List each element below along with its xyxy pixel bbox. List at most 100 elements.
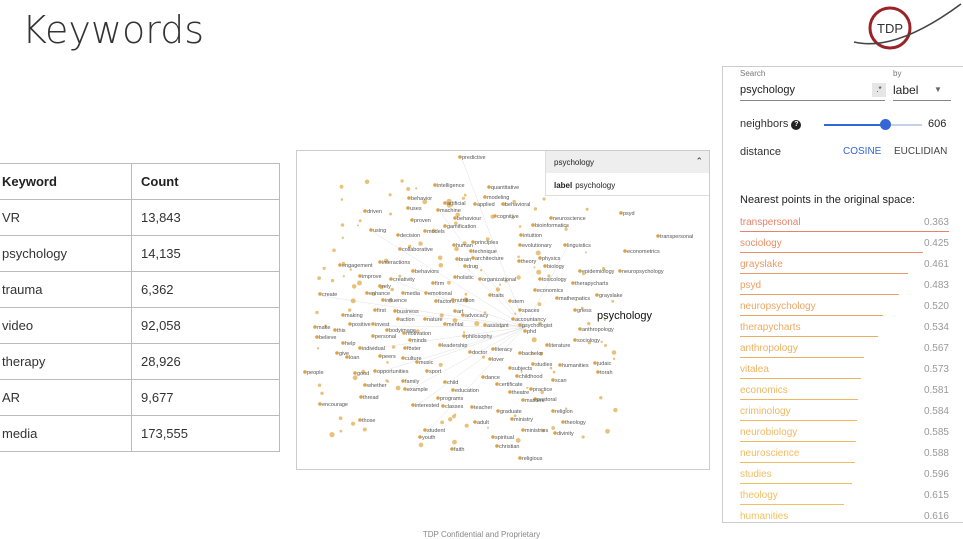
- scatter-point[interactable]: [317, 383, 322, 387]
- word-point[interactable]: [403, 387, 407, 391]
- word-point[interactable]: [508, 366, 512, 370]
- nearest-point-row[interactable]: anthropology 0.567: [740, 339, 949, 360]
- word-point[interactable]: [471, 256, 475, 260]
- word-point[interactable]: [411, 403, 415, 407]
- word-point[interactable]: [491, 435, 495, 439]
- nearest-point-name[interactable]: neurobiology: [740, 427, 798, 438]
- scatter-point[interactable]: [438, 263, 444, 268]
- word-point[interactable]: [452, 243, 456, 247]
- scatter-point[interactable]: [536, 269, 542, 275]
- scatter-point[interactable]: [357, 224, 359, 227]
- scatter-point[interactable]: [580, 306, 584, 310]
- word-point[interactable]: [401, 379, 405, 383]
- by-select[interactable]: label: [893, 83, 919, 97]
- scatter-point[interactable]: [386, 361, 389, 364]
- word-point[interactable]: [518, 323, 522, 327]
- word-point[interactable]: [551, 409, 555, 413]
- scatter-point[interactable]: [542, 197, 546, 201]
- word-point[interactable]: [371, 322, 375, 326]
- scatter-point[interactable]: [533, 207, 538, 211]
- word-point[interactable]: [423, 317, 427, 321]
- word-point[interactable]: [563, 243, 567, 247]
- scatter-point[interactable]: [516, 275, 521, 280]
- word-point[interactable]: [487, 185, 491, 189]
- nearest-point-name[interactable]: transpersonal: [740, 217, 801, 228]
- scatter-point[interactable]: [415, 187, 418, 190]
- word-point[interactable]: [425, 369, 429, 373]
- word-point[interactable]: [303, 370, 307, 374]
- scatter-point[interactable]: [349, 268, 352, 271]
- nearest-point-row[interactable]: neurobiology 0.585: [740, 423, 949, 444]
- word-point[interactable]: [453, 275, 457, 279]
- word-point[interactable]: [468, 350, 472, 354]
- scatter-point[interactable]: [322, 266, 326, 270]
- nearest-point-row[interactable]: neuropsychology 0.520: [740, 297, 949, 318]
- word-point[interactable]: [318, 292, 322, 296]
- scatter-point[interactable]: [530, 352, 534, 355]
- word-point[interactable]: [573, 308, 577, 312]
- word-point[interactable]: [358, 346, 362, 350]
- nearest-point-name[interactable]: anthropology: [740, 343, 798, 354]
- scatter-point[interactable]: [515, 438, 521, 443]
- word-point[interactable]: [545, 343, 549, 347]
- scatter-point[interactable]: [582, 272, 585, 276]
- word-point[interactable]: [618, 269, 622, 273]
- word-point[interactable]: [488, 357, 492, 361]
- word-point[interactable]: [378, 260, 382, 264]
- nearest-point-row[interactable]: economics 0.581: [740, 381, 949, 402]
- word-point[interactable]: [519, 233, 523, 237]
- word-point[interactable]: [483, 323, 487, 327]
- scatter-point[interactable]: [364, 179, 370, 185]
- word-point[interactable]: [338, 263, 342, 267]
- word-point[interactable]: [538, 277, 542, 281]
- scatter-point[interactable]: [332, 248, 336, 253]
- word-point[interactable]: [555, 296, 559, 300]
- nearest-point-row[interactable]: sociology 0.425: [740, 234, 949, 255]
- nearest-point-row[interactable]: theology 0.615: [740, 486, 949, 507]
- word-point[interactable]: [358, 418, 362, 422]
- word-point[interactable]: [623, 249, 627, 253]
- scatter-point[interactable]: [324, 324, 328, 328]
- word-point[interactable]: [573, 338, 577, 342]
- scatter-point[interactable]: [348, 308, 352, 312]
- scatter-point[interactable]: [320, 391, 324, 395]
- neighbors-slider-handle[interactable]: [879, 119, 891, 130]
- scatter-point[interactable]: [485, 237, 490, 242]
- word-point[interactable]: [363, 209, 367, 213]
- nearest-point-row[interactable]: humanities 0.616: [740, 507, 949, 522]
- scatter-point[interactable]: [464, 292, 468, 296]
- word-point[interactable]: [441, 404, 445, 408]
- scatter-point[interactable]: [513, 414, 517, 418]
- word-point[interactable]: [436, 208, 440, 212]
- scatter-point[interactable]: [454, 246, 459, 252]
- scatter-point[interactable]: [400, 179, 404, 183]
- word-point[interactable]: [402, 331, 406, 335]
- word-point[interactable]: [373, 308, 377, 312]
- scatter-point[interactable]: [383, 258, 389, 264]
- scatter-point[interactable]: [538, 321, 542, 326]
- word-point[interactable]: [595, 293, 599, 297]
- word-point[interactable]: [443, 380, 447, 384]
- nearest-point-row[interactable]: neuroscience 0.588: [740, 444, 949, 465]
- word-point[interactable]: [553, 431, 557, 435]
- scatter-point[interactable]: [539, 352, 544, 356]
- scatter-point[interactable]: [351, 284, 357, 289]
- scatter-point[interactable]: [391, 345, 396, 349]
- scatter-point[interactable]: [385, 379, 389, 383]
- scatter-point[interactable]: [454, 221, 458, 226]
- scatter-point[interactable]: [446, 198, 452, 204]
- scatter-point[interactable]: [601, 267, 606, 271]
- scatter-point[interactable]: [446, 202, 452, 208]
- scatter-point[interactable]: [611, 350, 617, 355]
- chevron-up-icon[interactable]: ⌃: [695, 156, 703, 166]
- word-point[interactable]: [438, 343, 442, 347]
- nearest-point-name[interactable]: psyd: [740, 280, 762, 291]
- word-point[interactable]: [521, 428, 525, 432]
- scatter-point[interactable]: [520, 370, 523, 373]
- word-point[interactable]: [531, 223, 535, 227]
- word-point[interactable]: [470, 405, 474, 409]
- word-point[interactable]: [515, 374, 519, 378]
- word-point[interactable]: [348, 322, 352, 326]
- nearest-point-row[interactable]: grayslake 0.461: [740, 255, 949, 276]
- scatter-point[interactable]: [552, 370, 556, 374]
